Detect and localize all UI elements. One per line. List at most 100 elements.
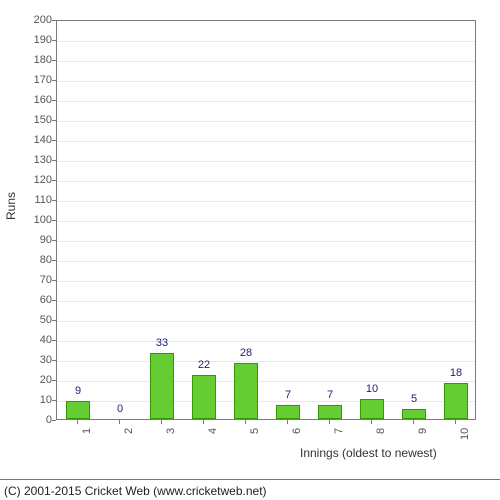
footer-rule (0, 479, 500, 480)
gridline (57, 221, 475, 222)
y-tick-label: 170 (12, 74, 52, 86)
y-tick-mark (52, 140, 56, 141)
bar-value-label: 5 (411, 393, 417, 405)
y-tick-label: 60 (12, 294, 52, 306)
y-tick-label: 10 (12, 394, 52, 406)
gridline (57, 341, 475, 342)
bar (360, 399, 384, 419)
gridline (57, 121, 475, 122)
y-tick-mark (52, 300, 56, 301)
gridline (57, 381, 475, 382)
y-tick-mark (52, 340, 56, 341)
x-tick-mark (203, 420, 204, 424)
plot-area: 903322287710518 (56, 20, 476, 420)
gridline (57, 101, 475, 102)
bar (66, 401, 90, 419)
x-tick-label: 8 (375, 428, 387, 434)
gridline (57, 141, 475, 142)
y-tick-label: 130 (12, 154, 52, 166)
y-tick-mark (52, 320, 56, 321)
y-tick-label: 90 (12, 234, 52, 246)
gridline (57, 41, 475, 42)
y-tick-mark (52, 380, 56, 381)
y-tick-label: 120 (12, 174, 52, 186)
bar-value-label: 22 (198, 359, 210, 371)
gridline (57, 81, 475, 82)
x-tick-mark (455, 420, 456, 424)
bar (192, 375, 216, 419)
y-tick-mark (52, 360, 56, 361)
y-tick-label: 140 (12, 134, 52, 146)
y-axis-label: Runs (4, 192, 18, 220)
y-tick-mark (52, 240, 56, 241)
gridline (57, 181, 475, 182)
y-tick-mark (52, 20, 56, 21)
x-axis-label: Innings (oldest to newest) (300, 446, 437, 460)
x-tick-label: 3 (165, 428, 177, 434)
y-tick-mark (52, 80, 56, 81)
gridline (57, 61, 475, 62)
x-tick-mark (371, 420, 372, 424)
bar (444, 383, 468, 419)
x-tick-label: 1 (81, 428, 93, 434)
x-tick-label: 4 (207, 428, 219, 434)
y-tick-label: 70 (12, 274, 52, 286)
y-tick-label: 50 (12, 314, 52, 326)
bar (402, 409, 426, 419)
y-tick-label: 100 (12, 214, 52, 226)
y-tick-label: 190 (12, 34, 52, 46)
x-tick-mark (77, 420, 78, 424)
bar-value-label: 28 (240, 347, 252, 359)
y-tick-mark (52, 200, 56, 201)
bar-value-label: 7 (285, 389, 291, 401)
x-tick-label: 2 (123, 428, 135, 434)
x-tick-mark (329, 420, 330, 424)
gridline (57, 321, 475, 322)
y-tick-label: 160 (12, 94, 52, 106)
y-tick-mark (52, 100, 56, 101)
y-tick-mark (52, 420, 56, 421)
y-tick-label: 200 (12, 14, 52, 26)
x-tick-label: 6 (291, 428, 303, 434)
gridline (57, 161, 475, 162)
x-tick-mark (245, 420, 246, 424)
y-tick-mark (52, 160, 56, 161)
y-tick-label: 0 (12, 414, 52, 426)
bar-value-label: 0 (117, 403, 123, 415)
y-tick-mark (52, 220, 56, 221)
y-tick-label: 150 (12, 114, 52, 126)
bar (150, 353, 174, 419)
bar-value-label: 9 (75, 385, 81, 397)
x-tick-mark (161, 420, 162, 424)
gridline (57, 281, 475, 282)
gridline (57, 261, 475, 262)
copyright-text: (C) 2001-2015 Cricket Web (www.cricketwe… (4, 484, 267, 498)
x-tick-mark (119, 420, 120, 424)
y-tick-mark (52, 400, 56, 401)
bar-value-label: 7 (327, 389, 333, 401)
x-tick-label: 10 (459, 428, 471, 440)
y-tick-mark (52, 120, 56, 121)
y-tick-label: 80 (12, 254, 52, 266)
y-tick-label: 30 (12, 354, 52, 366)
x-tick-label: 5 (249, 428, 261, 434)
gridline (57, 241, 475, 242)
y-tick-mark (52, 280, 56, 281)
gridlines (57, 21, 475, 419)
bar-value-label: 18 (450, 367, 462, 379)
runs-by-innings-chart: 903322287710518 010203040506070809010011… (0, 0, 500, 500)
x-tick-mark (287, 420, 288, 424)
x-tick-label: 9 (417, 428, 429, 434)
y-tick-label: 110 (12, 194, 52, 206)
y-tick-mark (52, 260, 56, 261)
y-tick-label: 40 (12, 334, 52, 346)
bar-value-label: 10 (366, 383, 378, 395)
y-tick-label: 180 (12, 54, 52, 66)
bar (318, 405, 342, 419)
gridline (57, 201, 475, 202)
gridline (57, 301, 475, 302)
gridline (57, 361, 475, 362)
x-tick-mark (413, 420, 414, 424)
x-tick-label: 7 (333, 428, 345, 434)
y-tick-mark (52, 60, 56, 61)
